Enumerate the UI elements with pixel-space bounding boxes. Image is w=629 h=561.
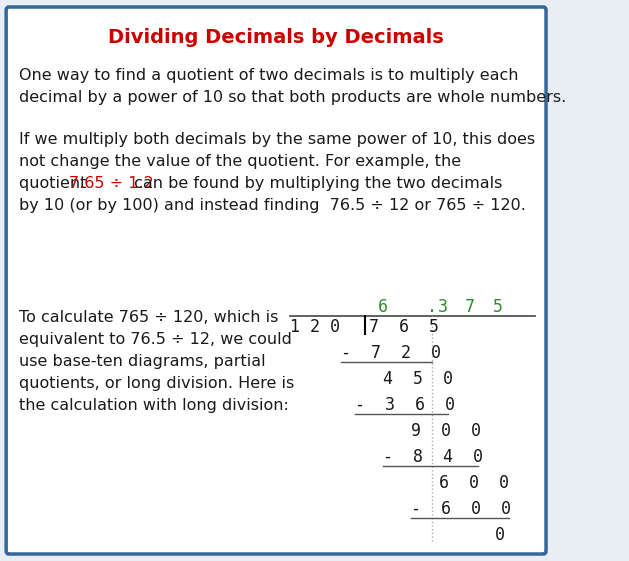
Text: quotients, or long division. Here is: quotients, or long division. Here is [19,376,294,391]
Text: 7: 7 [465,298,476,316]
Text: the calculation with long division:: the calculation with long division: [19,398,289,413]
Text: 9  0  0: 9 0 0 [411,422,481,440]
Text: -  8  4  0: - 8 4 0 [383,448,482,466]
Text: 6: 6 [377,298,387,316]
Text: To calculate 765 ÷ 120, which is: To calculate 765 ÷ 120, which is [19,310,279,325]
Text: by 10 (or by 100) and instead finding  76.5 ÷ 12 or 765 ÷ 120.: by 10 (or by 100) and instead finding 76… [19,198,526,213]
Text: decimal by a power of 10 so that both products are whole numbers.: decimal by a power of 10 so that both pr… [19,90,567,105]
Text: 6  0  0: 6 0 0 [439,474,509,492]
Text: 7.65 ÷ 1.2: 7.65 ÷ 1.2 [69,176,154,191]
Text: 1 2 0: 1 2 0 [290,318,340,336]
Text: -  7  2  0: - 7 2 0 [341,344,440,362]
Text: not change the value of the quotient. For example, the: not change the value of the quotient. Fo… [19,154,462,169]
Text: use base-ten diagrams, partial: use base-ten diagrams, partial [19,354,266,369]
Text: If we multiply both decimals by the same power of 10, this does: If we multiply both decimals by the same… [19,132,535,147]
Text: -  6  0  0: - 6 0 0 [411,500,511,518]
Text: 3: 3 [438,298,448,316]
FancyBboxPatch shape [6,7,546,554]
Text: equivalent to 76.5 ÷ 12, we could: equivalent to 76.5 ÷ 12, we could [19,332,292,347]
Text: can be found by multiplying the two decimals: can be found by multiplying the two deci… [129,176,503,191]
Text: 7  6  5: 7 6 5 [369,318,438,336]
Text: .: . [426,298,437,316]
Text: quotient: quotient [19,176,92,191]
Text: -  3  6  0: - 3 6 0 [355,396,455,414]
Text: 4  5  0: 4 5 0 [383,370,453,388]
Text: 0: 0 [495,526,505,544]
Text: 5: 5 [493,298,503,316]
Text: Dividing Decimals by Decimals: Dividing Decimals by Decimals [108,28,443,47]
Text: One way to find a quotient of two decimals is to multiply each: One way to find a quotient of two decima… [19,68,519,83]
